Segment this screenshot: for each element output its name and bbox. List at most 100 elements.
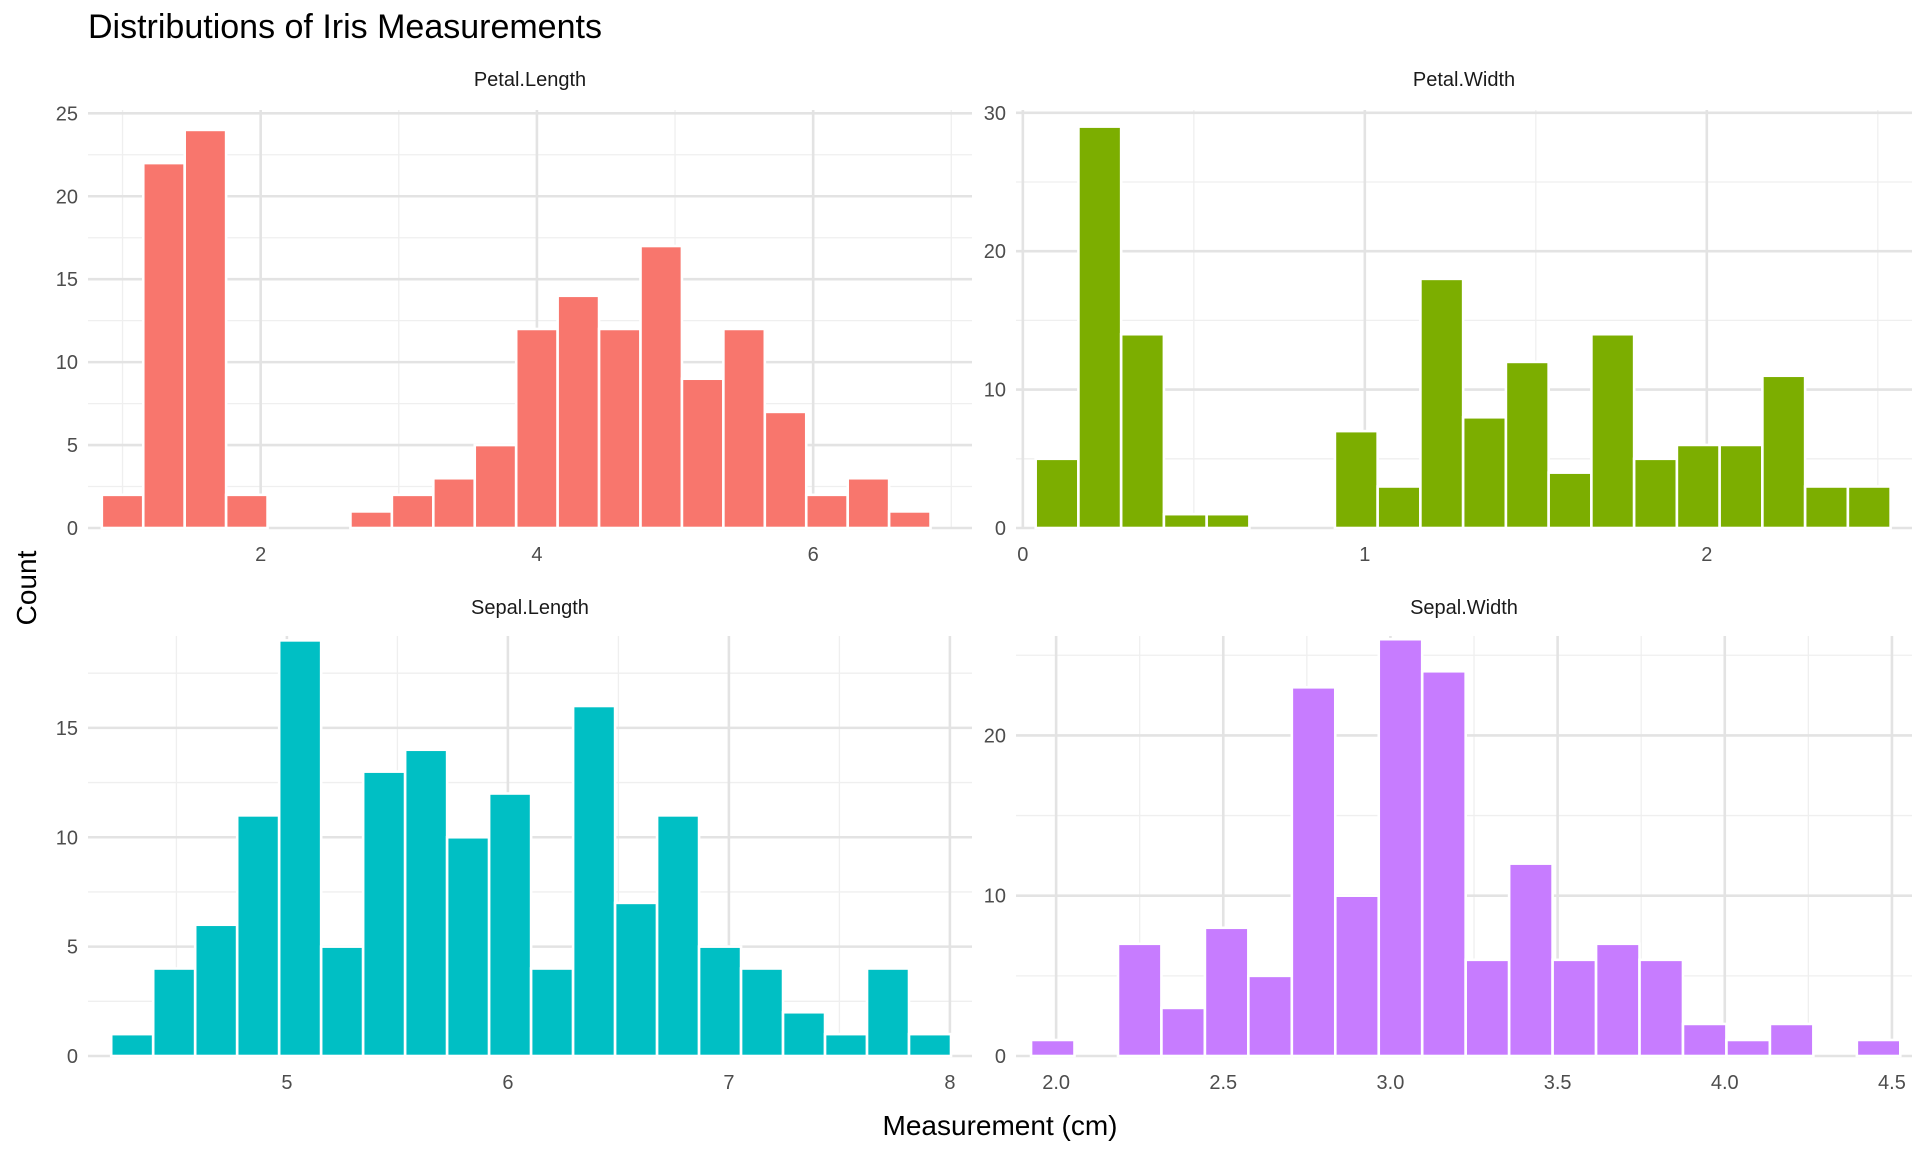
histogram-bar: [722, 327, 767, 530]
histogram-bar: [473, 443, 518, 530]
x-tick-label: 5: [281, 1072, 292, 1094]
histogram-bar: [151, 967, 197, 1058]
y-axis-title: Count: [11, 550, 42, 625]
facet-petal-length: Petal.Length 0 5 10 15 20 25 2 4 6: [56, 69, 972, 566]
histogram-bar: [1547, 471, 1593, 530]
histogram-bar: [1162, 512, 1208, 530]
y-tick-label: 25: [56, 103, 78, 125]
histogram-bar: [1203, 926, 1250, 1058]
histogram-bar: [697, 945, 743, 1058]
histogram-bar: [907, 1032, 953, 1058]
facet-strip-label: Sepal.Width: [1410, 597, 1518, 619]
histogram-bar: [183, 128, 228, 530]
histogram-bar: [1376, 485, 1422, 530]
histogram-bar: [1419, 277, 1465, 530]
histogram-bar: [349, 510, 394, 530]
histogram-bar: [235, 814, 281, 1058]
histogram-bar: [529, 967, 575, 1058]
histogram-bar: [781, 1010, 827, 1058]
histogram-bar: [680, 377, 725, 530]
histogram-bar: [1077, 125, 1123, 530]
y-tick-label: 5: [67, 937, 78, 959]
histogram-bar: [1205, 512, 1251, 530]
histogram-bar: [597, 327, 642, 530]
x-tick-label: 4: [531, 544, 542, 566]
x-tick-label: 3.0: [1377, 1072, 1405, 1094]
y-tick-label: 10: [56, 827, 78, 849]
histogram-bar: [1507, 862, 1554, 1058]
histogram-bar: [100, 493, 145, 530]
histogram-bar: [403, 748, 449, 1058]
histogram-bar: [319, 945, 365, 1058]
histogram-bar: [390, 493, 435, 530]
y-tick-label: 0: [995, 518, 1006, 540]
histogram-bar: [432, 476, 477, 530]
x-tick-label: 0: [1017, 544, 1028, 566]
y-tick-label: 20: [984, 725, 1006, 747]
histogram-bar: [1846, 485, 1892, 530]
histogram-bar: [1377, 637, 1424, 1058]
histogram-bar: [277, 639, 323, 1058]
histogram-bar: [1160, 1006, 1207, 1058]
x-tick-label: 2: [255, 544, 266, 566]
x-tick-label: 4.0: [1711, 1072, 1739, 1094]
x-tick-label: 2: [1701, 544, 1712, 566]
histogram-bar: [487, 792, 533, 1058]
histogram-bar: [1119, 332, 1166, 530]
histogram-bar: [224, 493, 269, 530]
y-tick-label: 5: [67, 435, 78, 457]
histogram-bar: [763, 410, 808, 530]
y-tick-label: 10: [984, 886, 1006, 908]
histogram-bar: [823, 1032, 869, 1058]
chart-title: Distributions of Iris Measurements: [88, 8, 602, 46]
histogram-bar: [1504, 360, 1550, 530]
x-tick-label: 2.0: [1042, 1072, 1070, 1094]
y-tick-label: 0: [995, 1046, 1006, 1068]
y-tick-label: 15: [56, 718, 78, 740]
histogram-bar: [887, 510, 932, 530]
y-tick-label: 20: [984, 241, 1006, 263]
histogram-bar: [445, 835, 491, 1058]
x-tick-label: 1: [1359, 544, 1370, 566]
histogram-bar: [1590, 332, 1636, 530]
facet-sepal-width: Sepal.Width 0 10 20 2.0 2.5 3.0 3.5 4.0 4.5: [984, 597, 1912, 1094]
histogram-bar: [1551, 958, 1598, 1058]
histogram-bar: [1464, 958, 1511, 1058]
histogram-bar: [655, 814, 701, 1058]
histogram-bar: [361, 770, 407, 1058]
histogram-bar: [1675, 443, 1721, 530]
histogram-bar: [141, 161, 186, 530]
histogram-bar: [514, 327, 559, 530]
y-tick-label: 10: [984, 380, 1006, 402]
histogram-bar: [1681, 1022, 1728, 1058]
histogram-bar: [1247, 974, 1294, 1058]
histogram-bar: [1290, 685, 1337, 1058]
x-tick-label: 2.5: [1209, 1072, 1237, 1094]
histogram-bar: [846, 476, 891, 530]
histogram-bar: [1420, 669, 1467, 1058]
x-tick-label: 6: [808, 544, 819, 566]
x-tick-label: 6: [502, 1072, 513, 1094]
histogram-bar: [556, 294, 601, 530]
y-tick-label: 10: [56, 352, 78, 374]
histogram-bar: [571, 704, 617, 1058]
y-tick-label: 0: [67, 1046, 78, 1068]
histogram-bar: [804, 493, 849, 530]
facet-sepal-length: Sepal.Length 0 5 10 15 5 6 7 8: [56, 597, 972, 1094]
x-tick-label: 3.5: [1544, 1072, 1572, 1094]
histogram-bar: [1855, 1038, 1902, 1058]
facet-strip-label: Petal.Width: [1413, 69, 1515, 91]
x-tick-label: 8: [944, 1072, 955, 1094]
histogram-bar: [1632, 457, 1679, 530]
x-axis-title: Measurement (cm): [883, 1110, 1118, 1141]
y-tick-label: 30: [984, 103, 1006, 125]
histogram-bar: [1761, 374, 1807, 530]
histogram-bar: [1116, 942, 1163, 1058]
y-tick-label: 0: [67, 518, 78, 540]
histogram-bar: [1034, 457, 1080, 530]
histogram-bar: [109, 1032, 155, 1058]
histogram-bar: [1718, 443, 1764, 530]
x-tick-label: 7: [723, 1072, 734, 1094]
facet-petal-width: Petal.Width 0 10 20 30 0 1 2: [984, 69, 1912, 566]
